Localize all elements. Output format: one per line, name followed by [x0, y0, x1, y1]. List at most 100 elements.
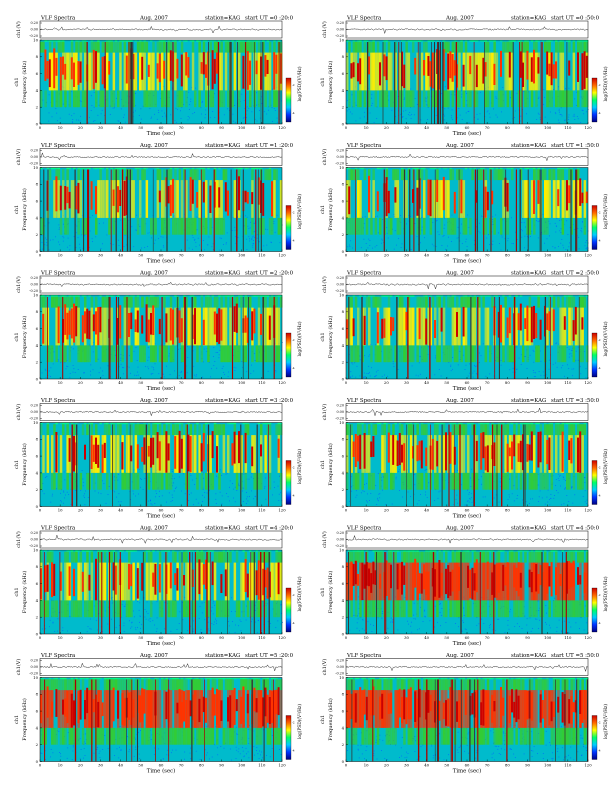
noise-dot — [252, 245, 253, 246]
band-cell — [141, 218, 144, 235]
band-cell — [183, 435, 186, 473]
channel-label: ch1 — [14, 205, 20, 214]
emission-cell — [214, 312, 216, 335]
noise-dot — [555, 112, 556, 113]
noise-dot — [408, 492, 409, 493]
noise-dot — [427, 104, 428, 105]
band-cell — [264, 295, 267, 297]
emission-cell — [551, 52, 553, 85]
band-cell — [568, 308, 571, 346]
band-cell — [346, 435, 349, 473]
noise-dot — [60, 362, 61, 363]
noise-dot — [568, 368, 569, 369]
time-axis-label: Time (sec) — [453, 385, 482, 392]
band-cell — [542, 218, 545, 235]
noise-dot — [432, 244, 433, 245]
x-tick-label: 40 — [118, 380, 123, 385]
noise-dot — [133, 491, 134, 492]
x-tick-label: 110 — [564, 125, 572, 130]
band-cell — [401, 473, 404, 490]
noise-dot — [255, 360, 256, 361]
band-cell — [216, 424, 219, 435]
noise-dot — [119, 121, 120, 122]
band-cell — [88, 345, 91, 362]
band-cell — [399, 423, 402, 425]
band-cell — [66, 435, 69, 473]
emission-cell — [364, 433, 366, 469]
waveform-tick-label: 0.20 — [336, 404, 344, 408]
band-cell — [359, 295, 362, 297]
noise-dot — [519, 344, 520, 345]
noise-dot — [183, 104, 184, 105]
band-cell — [84, 345, 87, 362]
noise-dot — [248, 226, 249, 227]
band-cell — [106, 423, 109, 425]
band-cell — [220, 90, 223, 107]
band-cell — [489, 473, 492, 490]
band-cell — [535, 169, 538, 180]
emission-cell — [73, 304, 75, 343]
noise-dot — [280, 492, 281, 493]
noise-dot — [251, 491, 252, 492]
noise-dot — [350, 240, 351, 241]
band-cell — [372, 297, 375, 308]
band-cell — [546, 218, 549, 235]
noise-dot — [410, 89, 411, 90]
band-cell — [430, 295, 433, 297]
band-cell — [350, 218, 353, 235]
x-tick-label: 40 — [424, 253, 429, 258]
noise-dot — [134, 470, 135, 471]
noise-dot — [461, 94, 462, 95]
panel-date: Aug. 2007 — [139, 271, 169, 277]
band-cell — [491, 168, 494, 170]
emission-cell — [75, 306, 77, 336]
noise-dot — [266, 245, 267, 246]
emission-cell — [581, 53, 583, 90]
emission-cell — [69, 438, 71, 462]
noise-dot — [376, 504, 377, 505]
band-cell — [84, 40, 87, 42]
band-cell — [198, 218, 201, 235]
band-cell — [416, 423, 419, 425]
noise-dot — [471, 493, 472, 494]
band-cell — [498, 90, 501, 107]
noise-dot — [187, 240, 188, 241]
band-cell — [194, 90, 197, 107]
time-axis-label: Time (sec) — [147, 385, 176, 392]
y-tick-label: 4 — [36, 343, 39, 348]
band-cell — [511, 168, 514, 170]
band-cell — [399, 308, 402, 346]
emission-cell — [95, 438, 97, 464]
band-cell — [66, 473, 69, 490]
band-cell — [498, 424, 501, 435]
noise-dot — [227, 108, 228, 109]
emission-cell — [148, 320, 150, 343]
band-cell — [474, 40, 477, 42]
noise-dot — [140, 478, 141, 479]
noise-dot — [170, 114, 171, 115]
noise-dot — [78, 120, 79, 121]
noise-dot — [178, 349, 179, 350]
noise-dot — [530, 499, 531, 500]
band-cell — [66, 423, 69, 425]
band-cell — [480, 169, 483, 180]
band-cell — [163, 90, 166, 107]
noise-dot — [200, 346, 201, 347]
band-cell — [86, 473, 89, 490]
band-cell — [348, 90, 351, 107]
noise-dot — [411, 118, 412, 119]
noise-dot — [141, 108, 142, 109]
noise-dot — [124, 623, 125, 624]
noise-dot — [193, 366, 194, 367]
band-cell — [526, 90, 529, 107]
noise-dot — [136, 375, 137, 376]
band-cell — [544, 218, 547, 235]
noise-dot — [69, 250, 70, 251]
band-cell — [504, 435, 507, 473]
noise-dot — [179, 375, 180, 376]
noise-dot — [401, 247, 402, 248]
waveform-tick-label: 0.20 — [30, 149, 38, 153]
band-cell — [258, 423, 261, 425]
noise-dot — [467, 246, 468, 247]
